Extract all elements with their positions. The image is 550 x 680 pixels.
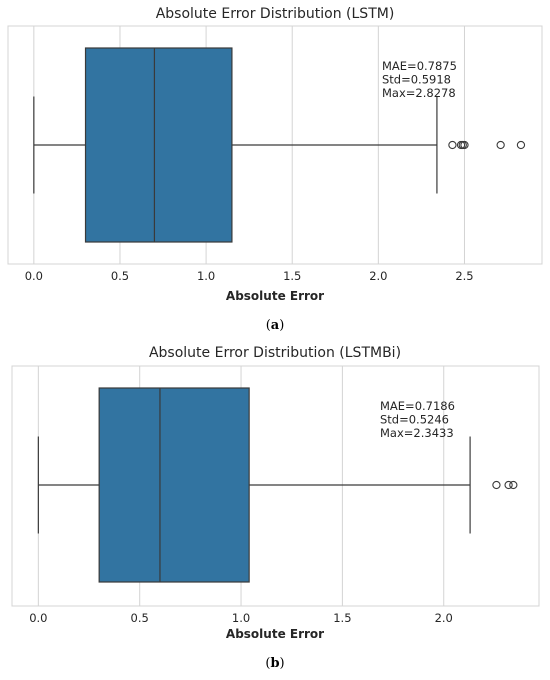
chart-title: Absolute Error Distribution (LSTMBi): [149, 345, 401, 361]
x-tick-label: 1.5: [333, 611, 351, 625]
caption-open-paren: (: [265, 656, 270, 671]
x-tick-label: 1.0: [197, 269, 215, 283]
x-axis-label: Absolute Error: [226, 627, 324, 641]
x-tick-label: 0.0: [25, 269, 43, 283]
caption-letter: a: [271, 318, 280, 333]
outlier-point: [492, 480, 501, 490]
outlier-point: [509, 480, 518, 490]
stats-line: Max=2.3433: [380, 426, 454, 440]
x-tick-label: 0.5: [111, 269, 129, 283]
outlier-point: [448, 140, 457, 150]
panel-caption: (b): [265, 656, 284, 671]
caption-close-paren: ): [280, 656, 285, 671]
chart-title: Absolute Error Distribution (LSTM): [156, 6, 395, 22]
x-tick-label: 1.0: [232, 611, 250, 625]
x-tick-label: 0.5: [131, 611, 149, 625]
outlier-point: [516, 140, 526, 150]
chart-panel-a: Absolute Error Distribution (LSTM) 0.0 0.5…: [7, 6, 543, 333]
iqr-box: [84, 47, 233, 243]
x-tick-label: 0.0: [29, 611, 47, 625]
x-axis-label: Absolute Error: [226, 289, 324, 303]
chart-panel-b: Absolute Error Distribution (LSTMBi) 0.0 0…: [11, 345, 540, 671]
x-tick-label: 1.5: [283, 269, 301, 283]
stats-line: Std=0.5918: [382, 73, 451, 87]
stats-line: Std=0.5246: [380, 413, 449, 427]
outlier-point: [460, 140, 469, 150]
iqr-box: [98, 387, 250, 583]
x-tick-label: 2.5: [455, 269, 473, 283]
outlier-point: [496, 140, 505, 150]
caption-letter: b: [270, 656, 279, 671]
stats-line: MAE=0.7186: [380, 399, 455, 413]
x-tick-label: 2.0: [435, 611, 453, 625]
panel-caption: (a): [266, 318, 285, 333]
caption-close-paren: ): [279, 318, 284, 333]
stats-line: Max=2.8278: [382, 86, 456, 100]
caption-open-paren: (: [266, 318, 271, 333]
outlier-point: [504, 480, 513, 490]
stats-line: MAE=0.7875: [382, 59, 457, 73]
plot-frame: [11, 365, 540, 607]
x-tick-label: 2.0: [369, 269, 387, 283]
